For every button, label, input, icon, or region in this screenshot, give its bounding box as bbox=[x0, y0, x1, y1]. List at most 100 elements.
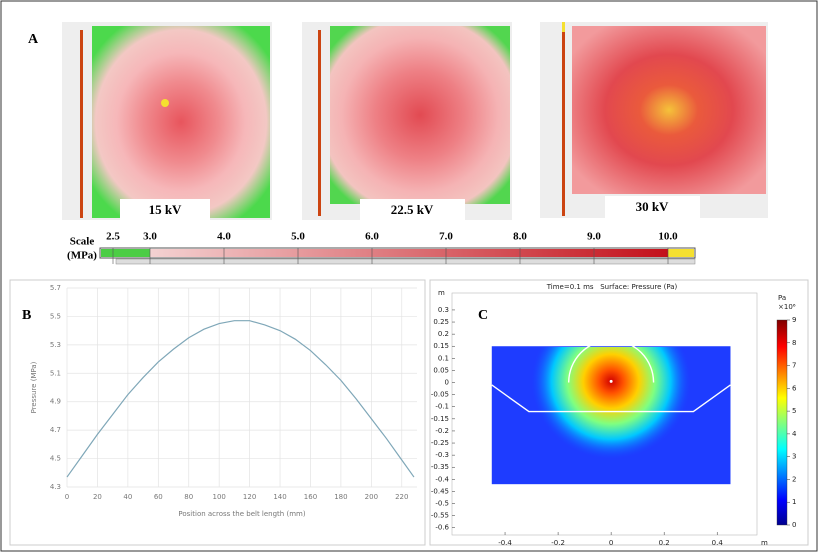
x-tick-label: 0.2 bbox=[659, 539, 670, 547]
scale-segment bbox=[101, 249, 150, 257]
y-tick-label: 4.9 bbox=[50, 398, 61, 406]
scale-segment bbox=[668, 249, 694, 257]
scale-bar-frame bbox=[99, 247, 696, 259]
source-point bbox=[609, 379, 613, 383]
film-edge bbox=[318, 30, 321, 216]
y-axis-label: Pressure (MPa) bbox=[30, 361, 38, 413]
scale-title: Scale bbox=[70, 236, 95, 248]
pressure-field bbox=[531, 347, 691, 459]
scale-tick-label: 10.0 bbox=[658, 231, 678, 243]
colorbar-tick-label: 2 bbox=[792, 475, 796, 483]
colorbar-tick-label: 4 bbox=[792, 430, 797, 438]
colorbar-multiplier: ×10⁶ bbox=[778, 303, 796, 311]
film-caption: 15 kV bbox=[149, 202, 182, 217]
y-tick-label: 0 bbox=[445, 379, 449, 387]
film-edge bbox=[562, 22, 565, 32]
x-tick-label: 0.4 bbox=[712, 539, 724, 547]
film-image bbox=[330, 26, 510, 204]
label-box bbox=[120, 199, 210, 221]
scale-tick-label: 2.5 bbox=[106, 231, 120, 243]
y-tick-label: 0.3 bbox=[438, 306, 449, 314]
x-tick-label: 180 bbox=[334, 493, 347, 501]
x-tick-label: -0.2 bbox=[551, 539, 565, 547]
y-tick-label: 5.1 bbox=[50, 369, 61, 377]
y-tick-label: 4.7 bbox=[50, 426, 61, 434]
colorbar-tick-label: 5 bbox=[792, 407, 796, 415]
film-edge bbox=[562, 30, 565, 216]
panel-frame bbox=[9, 279, 426, 546]
scale-tick-label: 3.0 bbox=[143, 231, 157, 243]
x-tick-label: 160 bbox=[304, 493, 317, 501]
x-tick-label: 0 bbox=[609, 539, 613, 547]
y-axis-unit: m bbox=[438, 289, 445, 297]
y-tick-label: 5.3 bbox=[50, 341, 61, 349]
y-tick-label: 0.05 bbox=[433, 366, 449, 374]
y-tick-label: -0.15 bbox=[431, 415, 449, 423]
film-image bbox=[572, 26, 766, 194]
scale-tick-label: 9.0 bbox=[587, 231, 601, 243]
chart-title: Time=0.1 ms Surface: Pressure (Pa) bbox=[546, 283, 678, 291]
x-tick-label: 140 bbox=[273, 493, 286, 501]
x-tick-label: 220 bbox=[395, 493, 408, 501]
scale-tick-label: 4.0 bbox=[217, 231, 231, 243]
x-tick-label: 0 bbox=[65, 493, 69, 501]
x-tick-label: 200 bbox=[365, 493, 378, 501]
colorbar-label: Pa bbox=[778, 294, 786, 302]
film-image bbox=[92, 26, 270, 218]
y-tick-label: 0.1 bbox=[438, 354, 449, 362]
y-tick-label: -0.35 bbox=[431, 463, 449, 471]
x-tick-label: 80 bbox=[184, 493, 193, 501]
colorbar-tick-label: 9 bbox=[792, 316, 796, 324]
label-box bbox=[605, 196, 700, 218]
scale-tick-label: 7.0 bbox=[439, 231, 453, 243]
colorbar-tick-label: 7 bbox=[792, 362, 796, 370]
colorbar-tick-label: 8 bbox=[792, 339, 796, 347]
scale-bar-base bbox=[115, 258, 696, 265]
y-tick-label: -0.3 bbox=[435, 451, 449, 459]
x-tick-label: 120 bbox=[243, 493, 256, 501]
y-tick-label: -0.05 bbox=[431, 391, 449, 399]
x-axis-label: Position across the belt length (mm) bbox=[178, 510, 305, 518]
film-edge bbox=[80, 30, 83, 218]
y-tick-label: -0.1 bbox=[435, 403, 449, 411]
y-tick-label: -0.5 bbox=[435, 500, 449, 508]
y-tick-label: -0.25 bbox=[431, 439, 449, 447]
colorbar-tick-label: 3 bbox=[792, 453, 796, 461]
y-tick-label: -0.55 bbox=[431, 512, 449, 520]
scale-segment bbox=[150, 249, 668, 257]
x-tick-label: 60 bbox=[154, 493, 163, 501]
x-tick-label: 100 bbox=[212, 493, 225, 501]
y-tick-label: 4.3 bbox=[50, 483, 61, 491]
colorbar-tick-label: 6 bbox=[792, 384, 797, 392]
scale-tick-label: 8.0 bbox=[513, 231, 527, 243]
y-tick-label: -0.6 bbox=[435, 524, 449, 532]
label-box bbox=[360, 199, 465, 221]
colorbar bbox=[776, 319, 788, 526]
scale-tick-label: 5.0 bbox=[291, 231, 305, 243]
y-tick-label: 0.25 bbox=[433, 318, 449, 326]
y-tick-label: -0.2 bbox=[435, 427, 449, 435]
film-spot bbox=[161, 99, 169, 107]
y-tick-label: -0.45 bbox=[431, 487, 449, 495]
scale-title: (MPa) bbox=[67, 250, 97, 262]
scale-tick-label: 6.0 bbox=[365, 231, 379, 243]
y-tick-label: -0.4 bbox=[435, 475, 449, 483]
x-tick-label: -0.4 bbox=[498, 539, 512, 547]
plot-frame bbox=[451, 292, 758, 536]
colorbar-tick-label: 1 bbox=[792, 498, 796, 506]
film-caption: 30 kV bbox=[636, 199, 669, 214]
data-line bbox=[66, 320, 415, 478]
y-tick-label: 4.5 bbox=[50, 455, 61, 463]
panel-label: C bbox=[478, 308, 488, 323]
x-tick-label: 20 bbox=[93, 493, 102, 501]
colorbar-tick-label: 0 bbox=[792, 521, 796, 529]
geometry-outline bbox=[491, 339, 731, 413]
x-axis-unit: m bbox=[761, 539, 768, 547]
y-tick-label: 0.2 bbox=[438, 330, 449, 338]
y-tick-label: 5.5 bbox=[50, 312, 61, 320]
panel-label: A bbox=[28, 32, 39, 47]
y-tick-label: 0.15 bbox=[433, 342, 449, 350]
x-tick-label: 40 bbox=[123, 493, 132, 501]
